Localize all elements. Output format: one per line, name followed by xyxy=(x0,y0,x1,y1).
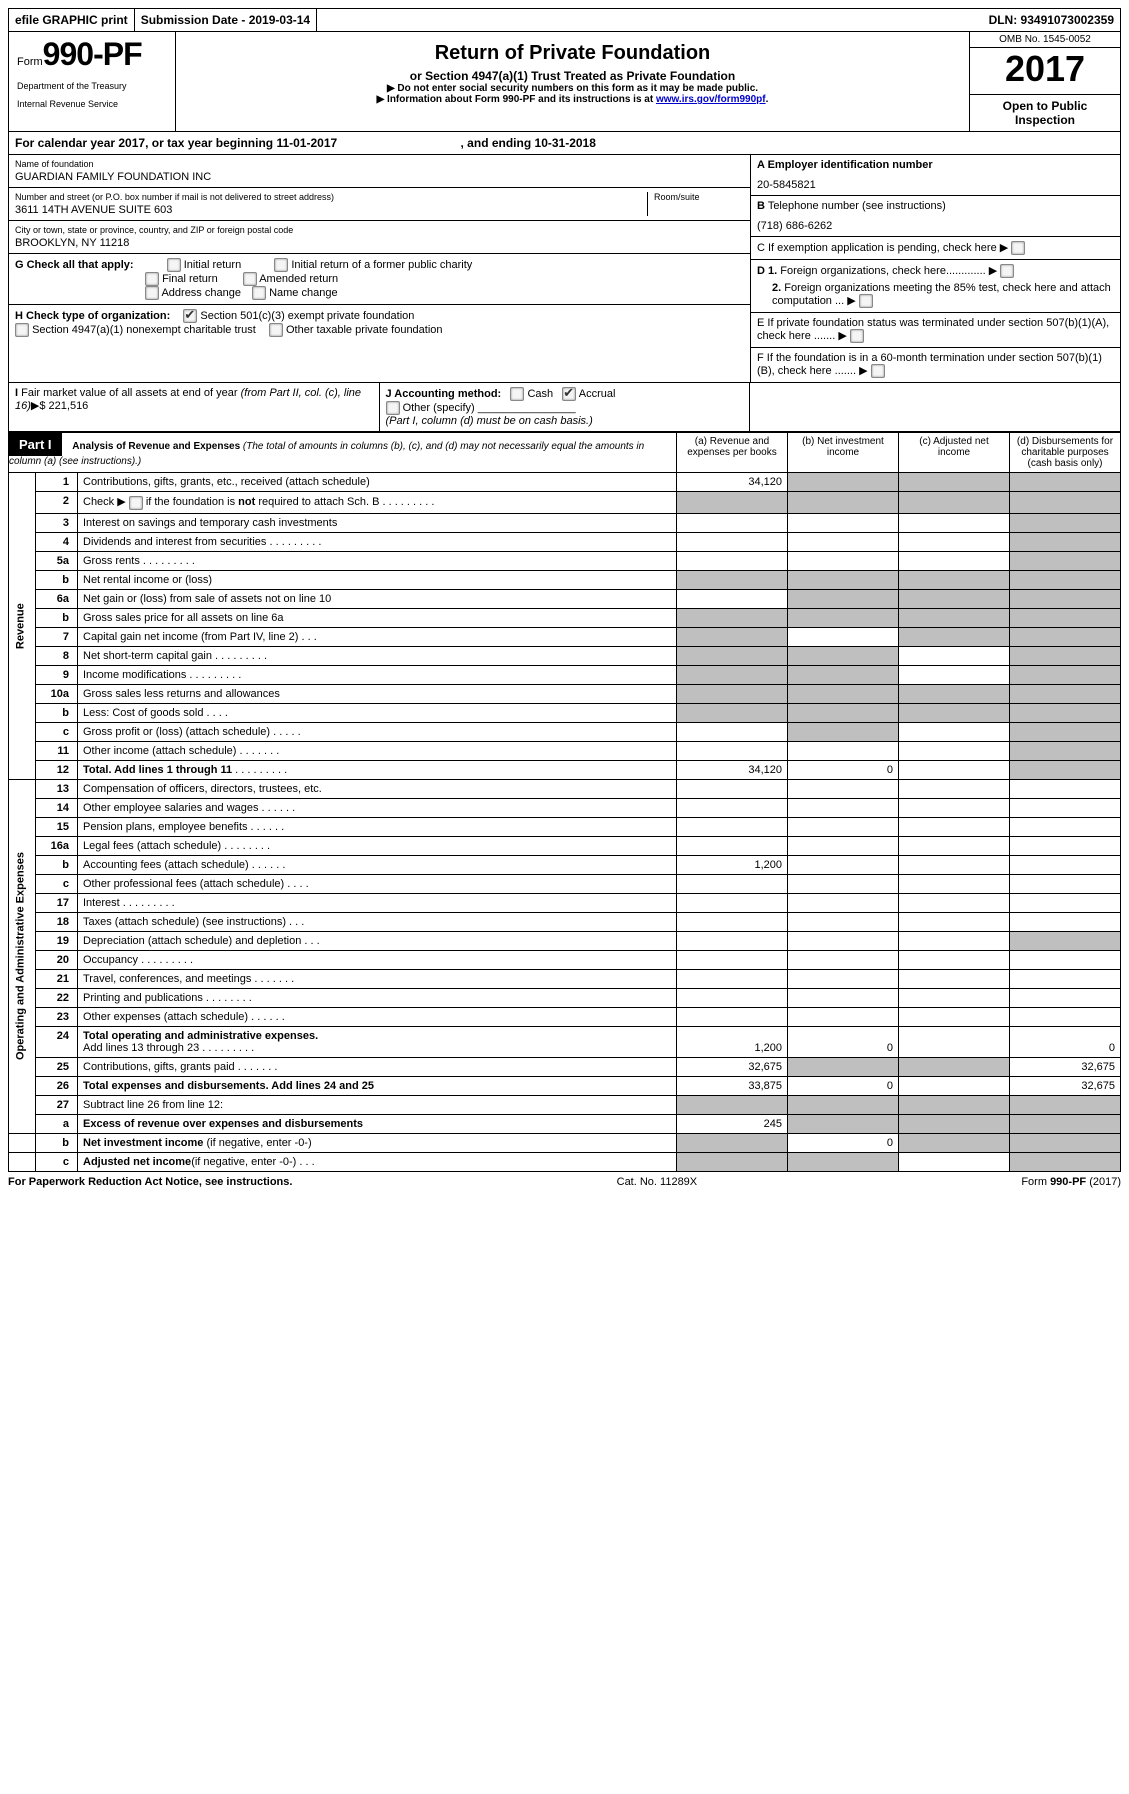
open-inspection: Open to Public Inspection xyxy=(970,95,1120,131)
check-name-change[interactable] xyxy=(252,286,266,300)
foundation-name-cell: Name of foundation GUARDIAN FAMILY FOUND… xyxy=(9,155,750,188)
form-footer-id: Form 990-PF (2017) xyxy=(1021,1176,1121,1188)
section-g: G Check all that apply: Initial return I… xyxy=(9,254,750,305)
note-link: ▶ Information about Form 990-PF and its … xyxy=(182,94,963,105)
section-j: J Accounting method: Cash Accrual Other … xyxy=(380,383,751,431)
check-85pct[interactable] xyxy=(859,294,873,308)
paperwork-notice: For Paperwork Reduction Act Notice, see … xyxy=(8,1176,292,1188)
top-bar: efile GRAPHIC print Submission Date - 20… xyxy=(8,8,1121,32)
year-block: OMB No. 1545-0052 2017 Open to Public In… xyxy=(970,32,1120,131)
info-grid: Name of foundation GUARDIAN FAMILY FOUND… xyxy=(8,155,1121,383)
check-foreign-org[interactable] xyxy=(1000,264,1014,278)
form-id-block: Form990-PF Department of the Treasury In… xyxy=(9,32,176,131)
omb-number: OMB No. 1545-0052 xyxy=(970,32,1120,48)
check-507b1a[interactable] xyxy=(850,329,864,343)
dln: DLN: 93491073002359 xyxy=(983,9,1120,31)
check-amended-return[interactable] xyxy=(243,272,257,286)
efile-label: efile GRAPHIC print xyxy=(9,9,135,31)
section-d: D 1. Foreign organizations, check here..… xyxy=(751,260,1120,313)
section-i-j: I Fair market value of all assets at end… xyxy=(8,383,1121,432)
check-other-method[interactable] xyxy=(386,401,400,415)
dept-treasury: Department of the Treasury xyxy=(17,81,167,91)
col-c-header: (c) Adjusted net income xyxy=(899,433,1010,473)
col-b-header: (b) Net investment income xyxy=(788,433,899,473)
check-initial-former[interactable] xyxy=(274,258,288,272)
submission-date: Submission Date - 2019-03-14 xyxy=(135,9,317,31)
ein-cell: A Employer identification number 20-5845… xyxy=(751,155,1120,196)
dept-irs: Internal Revenue Service xyxy=(17,99,167,109)
form-subtitle: or Section 4947(a)(1) Trust Treated as P… xyxy=(182,69,963,83)
check-other-taxable[interactable] xyxy=(269,323,283,337)
note-ssn: ▶ Do not enter social security numbers o… xyxy=(182,83,963,94)
check-501c3[interactable] xyxy=(183,309,197,323)
calendar-year-row: For calendar year 2017, or tax year begi… xyxy=(8,132,1121,155)
check-final-return[interactable] xyxy=(145,272,159,286)
col-a-header: (a) Revenue and expenses per books xyxy=(677,433,788,473)
city-cell: City or town, state or province, country… xyxy=(9,221,750,254)
part1-table: Part I Analysis of Revenue and Expenses … xyxy=(8,432,1121,1171)
section-f: F If the foundation is in a 60-month ter… xyxy=(751,348,1120,382)
page-footer: For Paperwork Reduction Act Notice, see … xyxy=(8,1172,1121,1192)
irs-link[interactable]: www.irs.gov/form990pf xyxy=(656,94,766,105)
check-schb[interactable] xyxy=(129,496,143,510)
check-exemption-pending[interactable] xyxy=(1011,241,1025,255)
telephone-cell: B B Telephone number (see instructions)T… xyxy=(751,196,1120,237)
section-i: I Fair market value of all assets at end… xyxy=(9,383,380,431)
check-cash[interactable] xyxy=(510,387,524,401)
form-header: Form990-PF Department of the Treasury In… xyxy=(8,32,1121,132)
address-cell: Number and street (or P.O. box number if… xyxy=(9,188,750,221)
form-number: 990-PF xyxy=(43,36,142,72)
check-507b1b[interactable] xyxy=(871,364,885,378)
revenue-label: Revenue xyxy=(9,473,36,779)
col-d-header: (d) Disbursements for charitable purpose… xyxy=(1010,433,1121,473)
expenses-label: Operating and Administrative Expenses xyxy=(9,779,36,1133)
section-e: E If private foundation status was termi… xyxy=(751,313,1120,348)
check-initial-return[interactable] xyxy=(167,258,181,272)
check-4947a1[interactable] xyxy=(15,323,29,337)
form-title: Return of Private Foundation xyxy=(182,42,963,65)
section-h: H Check type of organization: Section 50… xyxy=(9,305,750,341)
catalog-number: Cat. No. 11289X xyxy=(617,1176,698,1188)
title-block: Return of Private Foundation or Section … xyxy=(176,32,970,131)
section-c: C If exemption application is pending, c… xyxy=(751,237,1120,260)
part1-header: Part I xyxy=(9,433,62,456)
check-accrual[interactable] xyxy=(562,387,576,401)
form-prefix: Form xyxy=(17,56,43,68)
check-address-change[interactable] xyxy=(145,286,159,300)
tax-year: 2017 xyxy=(970,48,1120,95)
